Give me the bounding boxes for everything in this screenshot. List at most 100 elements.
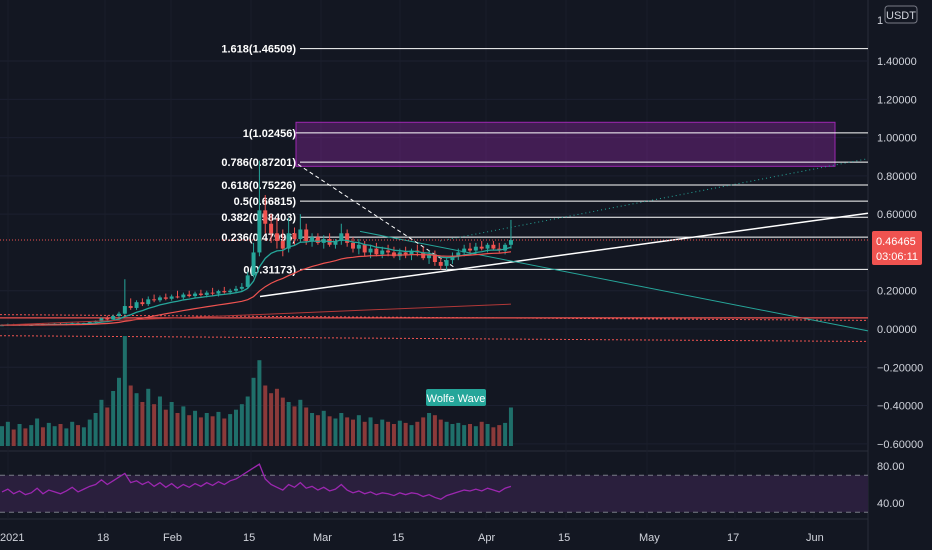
volume-bar — [169, 402, 174, 446]
volume-bar — [52, 426, 57, 446]
volume-bar — [99, 399, 104, 446]
volume-bar — [228, 414, 233, 446]
time-tick-label: 2021 — [0, 532, 24, 544]
volume-bar — [58, 424, 63, 446]
volume-bar — [274, 388, 279, 446]
volume-bar — [292, 406, 297, 446]
rsi-pane — [0, 463, 868, 513]
volume-bar — [140, 402, 145, 446]
target-zone-rect — [295, 121, 836, 167]
candle-body — [479, 246, 484, 249]
volume-bar — [386, 421, 391, 446]
candle-body — [456, 252, 461, 257]
candle-body — [152, 299, 157, 301]
volume-bar — [0, 426, 4, 446]
volume-bar — [427, 413, 432, 446]
volume-bar — [251, 377, 256, 446]
candle-body — [134, 302, 139, 308]
time-tick-label: Feb — [163, 532, 182, 544]
candle-body — [362, 244, 367, 253]
volume-bar — [380, 419, 385, 446]
volume-bar — [11, 429, 16, 446]
price-tick-label: 0.00000 — [877, 324, 917, 336]
moving-averages — [0, 239, 512, 326]
time-tick-label: 15 — [392, 532, 404, 544]
candle-body — [310, 237, 315, 241]
candle-body — [403, 252, 408, 255]
volume-bar — [245, 396, 250, 446]
volume-bar — [234, 409, 238, 446]
candle-body — [503, 244, 508, 251]
volume-bar — [468, 424, 472, 446]
price-tick-label: 1.40000 — [877, 56, 917, 68]
candle-body — [245, 275, 250, 287]
candle-body — [0, 325, 4, 327]
candle-body — [193, 293, 198, 297]
candle-body — [198, 293, 203, 295]
volume-bar — [175, 413, 180, 446]
volume-bar — [415, 421, 420, 446]
volume-bar — [187, 415, 192, 446]
current-price-badge: 0.46465 03:06:11 — [872, 231, 922, 265]
volume-bar — [351, 419, 355, 446]
wolfe-wave-badge[interactable]: Wolfe Wave — [426, 389, 486, 406]
wolfe-line-target — [359, 230, 869, 332]
volume-bar — [421, 417, 426, 446]
volume-bar — [438, 419, 443, 446]
volume-bar — [304, 407, 309, 446]
volume-bar — [450, 424, 455, 446]
price-tick-label: 1.00000 — [877, 133, 917, 145]
volume-bar — [122, 336, 127, 446]
volume-bar — [193, 410, 198, 446]
candle-body — [409, 250, 414, 255]
candle-body — [157, 297, 162, 301]
candle-body — [356, 244, 361, 249]
candle-body — [491, 244, 496, 249]
candle-body — [105, 318, 110, 320]
fib-level-label: 1.618(1.46509) — [221, 44, 296, 56]
price-tick-label: 1.20000 — [877, 94, 917, 106]
volume-bar — [222, 418, 227, 446]
candle-body — [298, 229, 303, 240]
volume-bar — [157, 396, 162, 446]
volume-bar — [479, 421, 484, 446]
candle-body — [473, 246, 478, 251]
lower-dotted-line — [0, 335, 869, 342]
candle-body — [386, 250, 391, 253]
candle-body — [146, 299, 151, 305]
candle-body — [368, 248, 373, 253]
current-price-label: 0.46465 — [876, 236, 916, 248]
price-tick-label: −0.60000 — [877, 439, 923, 451]
volume-bar — [81, 427, 86, 446]
volume-bar — [403, 422, 408, 446]
rsi-line — [1, 463, 512, 501]
time-axis[interactable]: 2021 18 Feb 15 Mar 15 Apr 15 May 17 Jun — [0, 532, 824, 544]
candle-body — [485, 244, 490, 249]
candle-body — [122, 306, 127, 314]
candle-body — [345, 233, 350, 243]
price-axis[interactable]: 1.40000 1.20000 1.00000 0.80000 0.60000 0.200… — [877, 56, 923, 510]
volume-bar — [503, 422, 508, 446]
volume-bar — [269, 393, 274, 446]
volume-bars — [0, 336, 513, 446]
volume-bar — [70, 421, 75, 446]
wolfe-wave-label: Wolfe Wave — [427, 393, 486, 405]
candle-body — [432, 254, 437, 263]
volume-bar — [508, 407, 513, 446]
price-tick-top: 1 — [877, 15, 883, 27]
candle-countdown: 03:06:11 — [876, 251, 918, 263]
candle-body — [163, 297, 168, 299]
volume-bar — [64, 428, 69, 446]
volume-bar — [263, 385, 268, 446]
volume-bar — [397, 420, 402, 446]
candle-body — [210, 292, 215, 294]
rsi-band — [0, 475, 868, 513]
candle-body — [397, 252, 402, 257]
currency-badge[interactable]: USDT — [884, 5, 918, 24]
fib-level-label: 0.618(0.75226) — [221, 180, 296, 192]
volume-bar — [444, 421, 449, 446]
price-tick-label: 0.20000 — [877, 286, 917, 298]
time-tick-label: Apr — [478, 532, 495, 544]
candle-body — [140, 302, 145, 305]
